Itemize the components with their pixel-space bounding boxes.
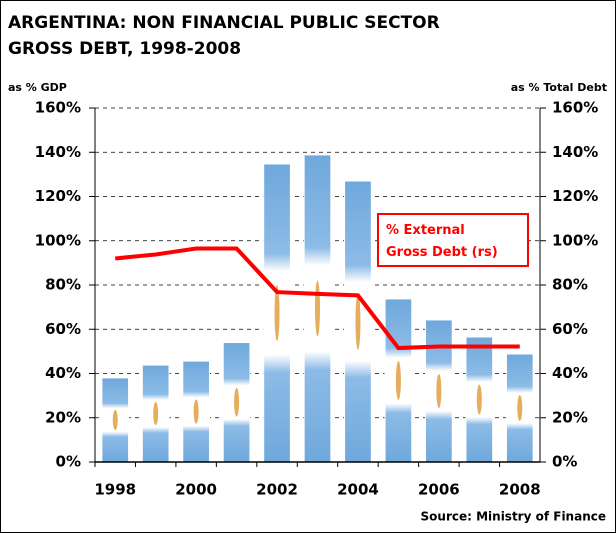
y-tick-label: 40% bbox=[45, 364, 81, 382]
bar-sun bbox=[436, 373, 442, 409]
x-tick-label: 1998 bbox=[94, 481, 136, 499]
line bbox=[115, 246, 520, 351]
y2-tick-label: 100% bbox=[552, 231, 598, 249]
x-tick-label: 2002 bbox=[256, 481, 298, 499]
x-tick-label: 2008 bbox=[499, 481, 541, 499]
y2-tick-label: 80% bbox=[552, 276, 588, 294]
y-tick-label: 20% bbox=[45, 408, 81, 426]
chart-title: GROSS DEBT, 1998-2008 bbox=[8, 39, 241, 59]
y-tick-label: 80% bbox=[45, 276, 81, 294]
chart-title: ARGENTINA: NON FINANCIAL PUBLIC SECTOR bbox=[8, 13, 440, 33]
bar-sun bbox=[274, 284, 280, 341]
bar-sun bbox=[476, 384, 482, 415]
y2-tick-label: 40% bbox=[552, 364, 588, 382]
y2-tick-label: 0% bbox=[552, 453, 577, 471]
bar-sun bbox=[153, 401, 159, 426]
x-tick-label: 2006 bbox=[418, 481, 460, 499]
legend-label: % External Gross Debt (rs) bbox=[386, 223, 498, 260]
y2-axis-label: as % Total Debt bbox=[511, 81, 607, 94]
y2-tick-label: 160% bbox=[552, 99, 598, 117]
y2-tick-label: 120% bbox=[552, 187, 598, 205]
bar-sun bbox=[355, 293, 361, 350]
bar-sun bbox=[395, 360, 401, 401]
y-tick-label: 100% bbox=[35, 231, 81, 249]
legend-line: % External bbox=[386, 223, 465, 238]
y-tick-label: 160% bbox=[35, 99, 81, 117]
y-tick-label: 60% bbox=[45, 320, 81, 338]
y2-tick-label: 140% bbox=[552, 143, 598, 161]
y2-tick-label: 20% bbox=[552, 408, 588, 426]
bar-sun bbox=[315, 280, 320, 337]
y-tick-label: 120% bbox=[35, 187, 81, 205]
bar-sun bbox=[193, 399, 199, 424]
x-tick-label: 2000 bbox=[175, 481, 217, 499]
y-tick-label: 140% bbox=[35, 143, 81, 161]
y-axis-label: as % GDP bbox=[8, 81, 67, 94]
bar-sun bbox=[234, 387, 240, 417]
bar-sun bbox=[517, 395, 523, 421]
x-tick-label: 2004 bbox=[337, 481, 379, 499]
bar bbox=[425, 319, 453, 463]
y-tick-label: 0% bbox=[56, 453, 81, 471]
legend-box bbox=[377, 213, 529, 267]
y2-tick-label: 60% bbox=[552, 320, 588, 338]
source: Source: Ministry of Finance bbox=[421, 510, 606, 524]
legend-line: Gross Debt (rs) bbox=[386, 245, 498, 260]
bar-sun bbox=[112, 409, 118, 431]
